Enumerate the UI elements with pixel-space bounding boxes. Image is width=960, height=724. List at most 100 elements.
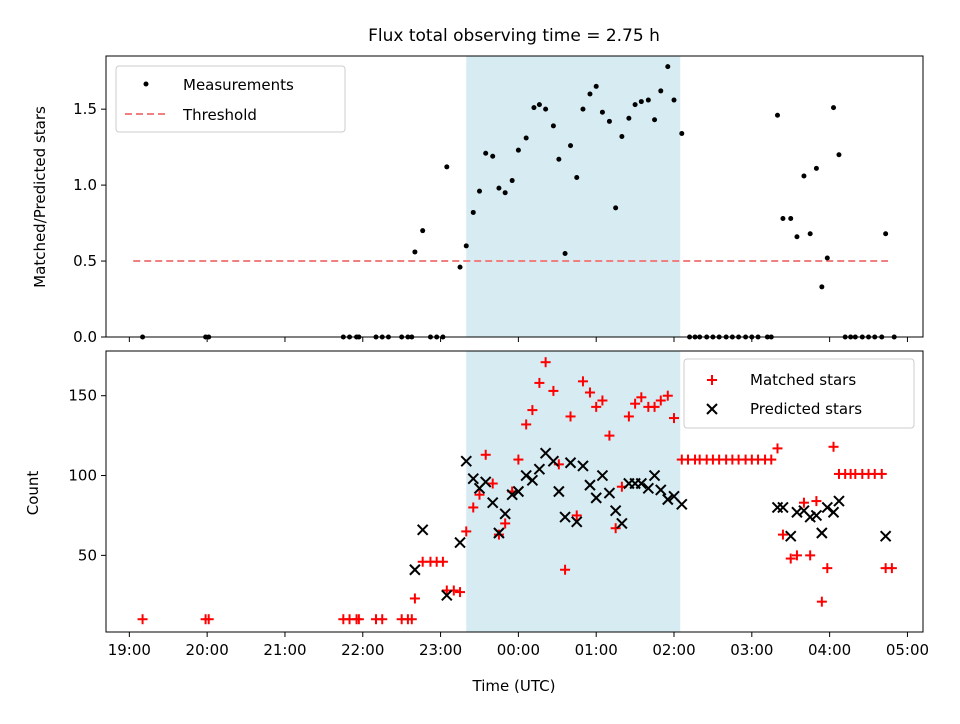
predicted-star-point [533,463,546,475]
bottom-x-ticks: 19:00 20:00 21:00 22:00 23:00 00:00 01:00 02:00… [108,632,929,659]
matched-star-point [604,430,615,441]
measurement-point [587,91,593,97]
matched-star-point [474,489,485,500]
measurement-point [807,231,813,237]
bottom-legend: Matched stars Predicted stars [683,358,915,429]
predicted-star-point [609,504,622,517]
predicted-star-point [416,524,429,536]
matched-star-point [630,398,641,409]
measurement-point [515,147,521,153]
x-tick-label: 20:00 [186,641,229,659]
bottom-y-tick-label: 150 [68,387,97,405]
matched-star-point [828,441,839,452]
measurement-point [444,164,450,170]
measurement-point [420,228,426,234]
legend-matched-label: Matched stars [750,371,856,389]
matched-star-point [521,419,532,430]
bottom-y-axis-label: Count [24,471,42,516]
measurement-point [463,243,469,249]
bottom-y-tick-label: 50 [78,546,97,564]
matched-star-point [886,563,897,574]
matched-star-point [791,550,802,561]
predicted-star-point [584,479,596,491]
predicted-star-point [662,493,674,506]
measurement-point [496,185,502,191]
matched-star-point [876,468,887,479]
measurement-point [831,105,837,111]
predicted-star-point [777,501,789,514]
measurement-point [543,106,549,112]
x-tick-label: 03:00 [730,641,773,659]
top-y-axis-label: Matched/Predicted stars [31,106,49,288]
predicted-star-point [642,482,655,495]
measurement-point [801,173,807,179]
top-axes-frame [105,55,924,338]
matched-star-point [785,553,796,564]
predicted-star-point [655,484,667,496]
matched-star-point [649,401,660,412]
measurement-point [476,188,482,194]
matched-star-point [571,510,582,521]
predicted-star-point [616,517,628,530]
matched-star-point [437,556,448,567]
matched-star-point [203,614,214,625]
matched-star-point [560,564,571,575]
predicted-star-point [676,498,688,510]
predicted-star-point [648,469,661,482]
measurement-point [794,234,800,240]
matched-star-point [527,405,538,416]
matched-star-point [777,529,788,540]
matched-star-point [772,443,783,454]
measurement-point [679,130,685,136]
predicted-star-point [526,474,539,487]
predicted-star-point [512,485,525,498]
measurement-point [606,118,612,124]
predicted-star-point [635,477,648,490]
measurement-point [632,102,638,108]
x-tick-label: 21:00 [263,641,306,659]
matched-star-point [480,449,491,460]
predicted-star-point [520,469,532,482]
measurement-point [483,150,489,156]
measurement-point [412,249,418,255]
legend-matched-marker [707,375,717,385]
measurement-point [550,123,556,129]
top-y-tick-label: 1.5 [73,100,97,118]
matched-star-point [591,401,602,412]
x-tick-label: 01:00 [575,641,618,659]
x-tick-label: 05:00 [886,641,929,659]
predicted-star-point [577,460,589,472]
matched-star-point [610,523,621,534]
bottom-y-ticks: 50 100 150 [68,387,106,564]
matched-star-point [353,614,364,625]
matched-star-point [766,454,777,465]
x-tick-label: 19:00 [108,641,151,659]
measurement-point [819,284,825,290]
top-shaded-span [466,56,681,337]
measurement-point [619,134,625,140]
measurement-point [824,255,830,261]
x-axis-label: Time (UTC) [472,677,556,695]
matched-star-point [662,390,673,401]
bottom-legend-box [683,358,915,429]
measurement-point [502,190,508,196]
predicted-star-point [506,488,518,501]
legend-predicted-marker [706,403,718,415]
predicted-star-point [590,492,602,504]
bottom-shaded-span [466,351,681,632]
predicted-star-point [879,530,892,542]
top-legend-box [115,65,346,133]
measurement-point [562,250,568,256]
matched-star-point [822,563,833,574]
measurement-point [638,99,644,105]
legend-measurements-label: Measurements [183,76,294,94]
matched-star-point [636,392,647,403]
top-x-ticks [128,337,908,342]
bottom-axes-frame [105,350,924,633]
matched-star-point [468,502,479,513]
top-legend: Measurements Threshold [115,65,346,133]
predicted-star-point [571,516,583,528]
measurement-point [580,106,586,112]
matched-star-point [487,478,498,489]
predicted-star-point [460,455,472,467]
